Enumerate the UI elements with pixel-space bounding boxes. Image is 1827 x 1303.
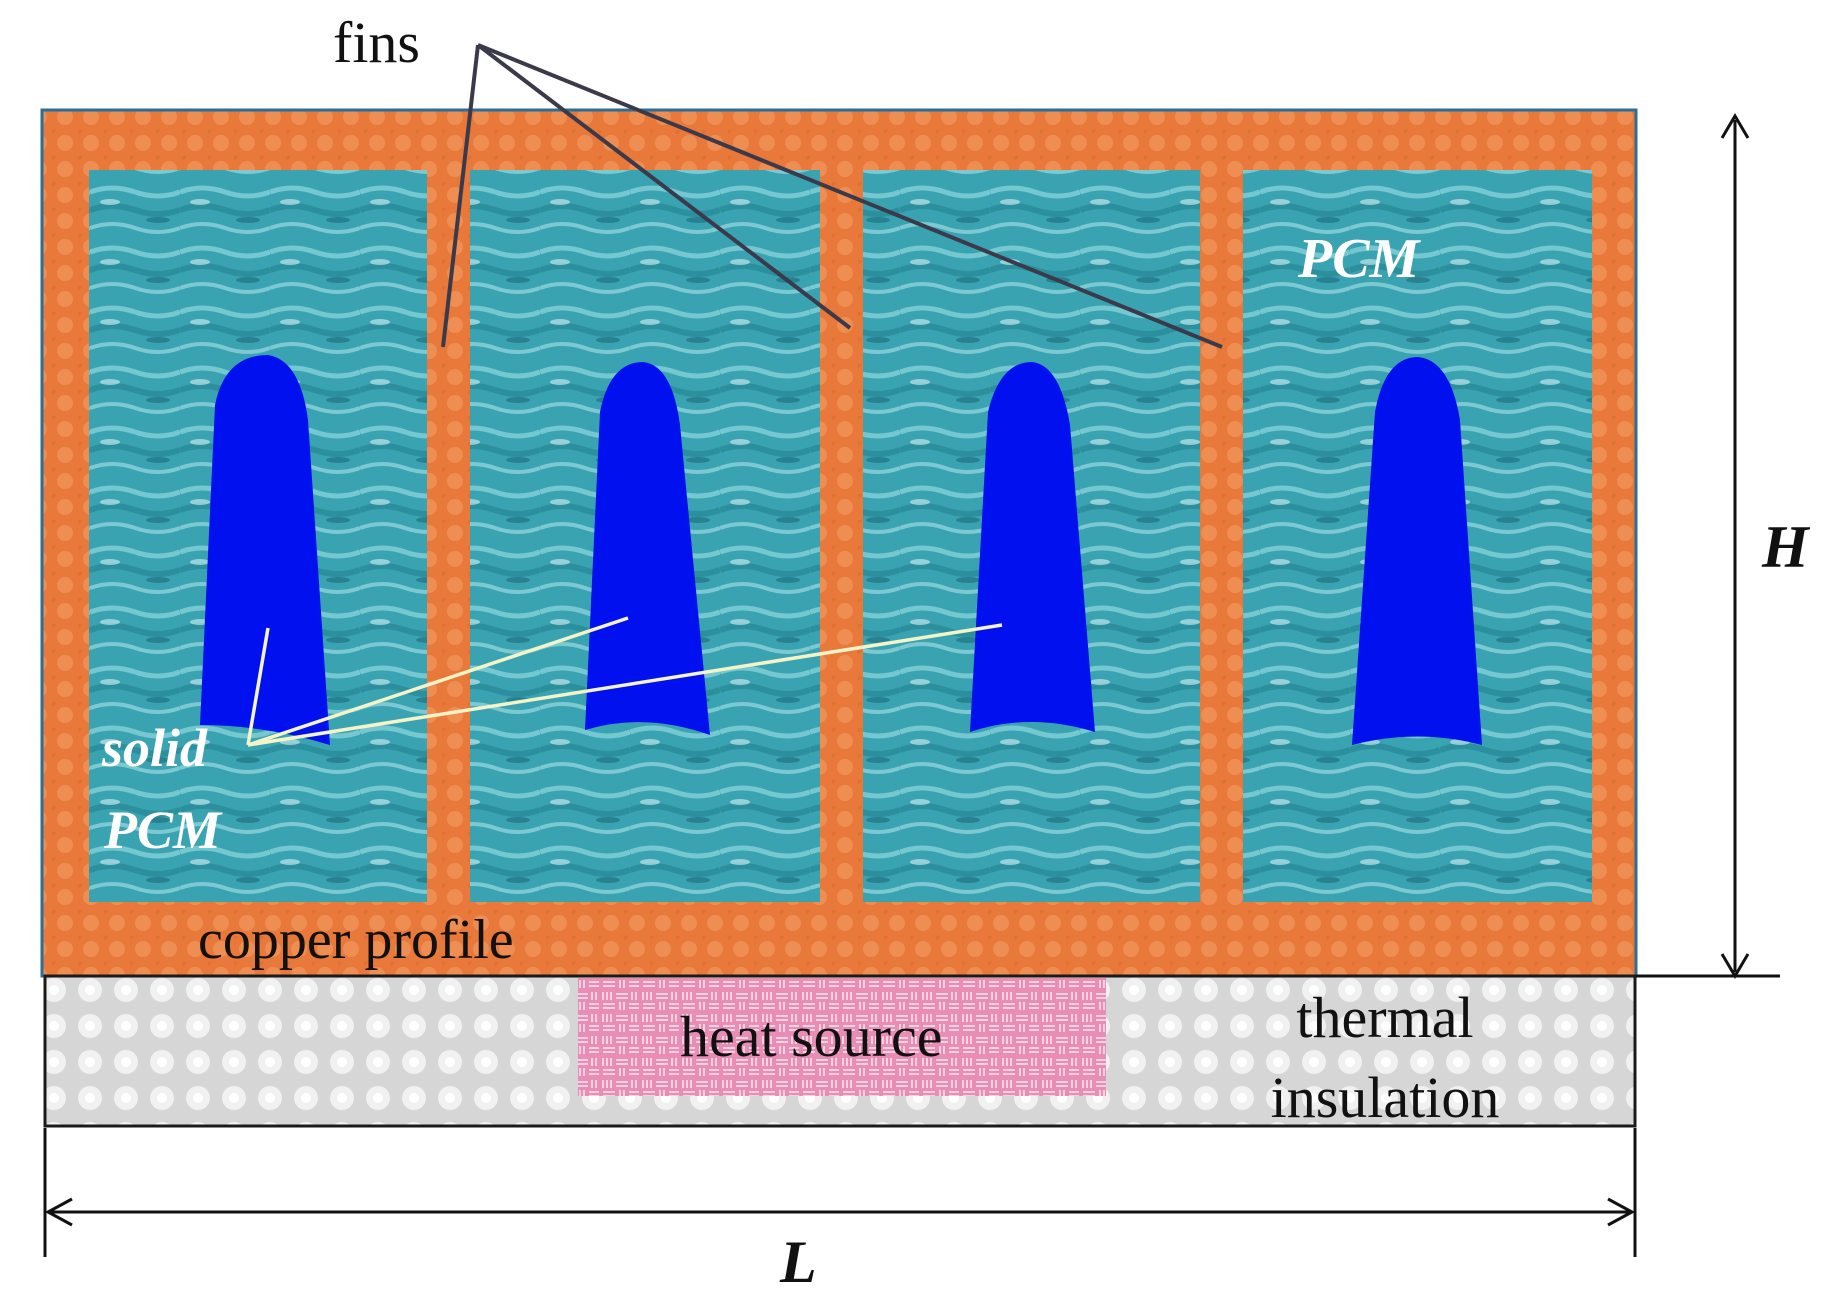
height-label: H: [1761, 514, 1811, 580]
length-label: L: [779, 1229, 817, 1295]
thermal-insulation-label-line2: insulation: [1271, 1065, 1500, 1130]
length-dimension: [43, 1128, 1637, 1257]
solid-pcm-2: [585, 362, 710, 735]
heat-source: [578, 978, 1106, 1096]
height-dimension: [1636, 113, 1780, 979]
solid-pcm-label-line2: PCM: [103, 800, 223, 860]
pcm-label: PCM: [1297, 228, 1422, 290]
fins-label: fins: [333, 10, 420, 75]
solid-pcm-4: [1352, 357, 1482, 745]
heat-source-label: heat source: [680, 1004, 942, 1069]
thermal-insulation-label-line1: thermal: [1296, 985, 1473, 1050]
solid-pcm-label-line1: solid: [101, 718, 208, 778]
fins-leader-lines: [441, 43, 1223, 349]
solid-pcm-3: [970, 362, 1095, 732]
solid-pcm-1: [200, 355, 330, 745]
copper-profile-label: copper profile: [198, 909, 514, 971]
solid-pcm-leader-lines: [246, 616, 1003, 747]
